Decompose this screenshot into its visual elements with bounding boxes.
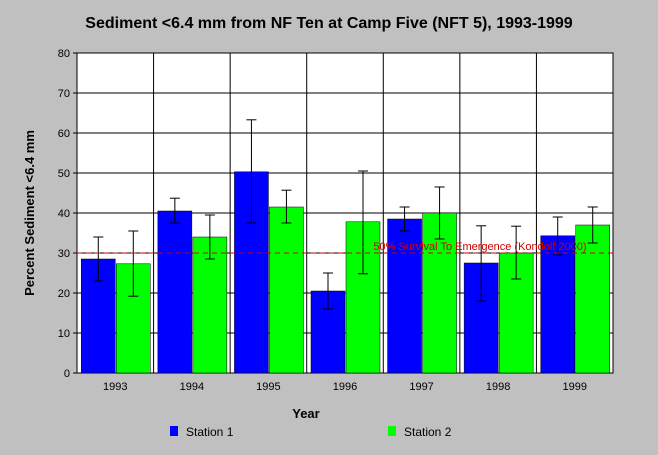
x-tick-label: 1993 [103, 381, 127, 393]
x-tick-label: 1999 [562, 381, 586, 393]
x-tick-labels: 1993 1994 1995 1996 1997 1998 1999 [103, 381, 587, 393]
y-tick-label: 50 [58, 168, 70, 180]
legend-swatch-2 [388, 426, 396, 436]
y-tick-label: 80 [58, 48, 70, 60]
legend-label-1: Station 1 [186, 425, 234, 439]
reference-layer: 50% Survival To Emergence (Kondolf 2000) [77, 241, 613, 254]
x-tick-label: 1997 [409, 381, 433, 393]
x-tick-label: 1998 [486, 381, 510, 393]
y-axis-label: Percent Sediment <6.4 mm [22, 130, 37, 296]
bar-1-1997 [387, 218, 422, 374]
bar-1-1999 [540, 235, 575, 374]
bar-1-1994 [157, 210, 193, 374]
legend: Station 1 Station 2 [170, 425, 452, 439]
bar-2-1995 [269, 206, 304, 374]
bar-2-1999 [575, 224, 610, 374]
y-tick-label: 60 [58, 128, 70, 140]
y-tick-label: 30 [58, 248, 70, 260]
y-tick-label: 20 [58, 288, 70, 300]
y-tick-labels: 0 10 20 30 40 50 60 70 80 [58, 48, 70, 380]
y-tick-label: 40 [58, 208, 70, 220]
bar-2-1994 [192, 236, 228, 374]
y-tick-label: 70 [58, 88, 70, 100]
x-tick-label: 1994 [180, 381, 204, 393]
legend-swatch-1 [170, 426, 178, 436]
x-tick-label: 1996 [333, 381, 357, 393]
bars-layer [81, 119, 610, 374]
chart-title: Sediment <6.4 mm from NF Ten at Camp Fiv… [85, 15, 573, 32]
legend-label-2: Station 2 [404, 425, 452, 439]
y-tick-label: 10 [58, 328, 70, 340]
bar-2-1997 [422, 212, 457, 374]
reference-line-label: 50% Survival To Emergence (Kondolf 2000) [373, 241, 586, 253]
x-tick-label: 1995 [256, 381, 280, 393]
y-tick-label: 0 [64, 368, 70, 380]
x-axis-label: Year [292, 406, 319, 421]
